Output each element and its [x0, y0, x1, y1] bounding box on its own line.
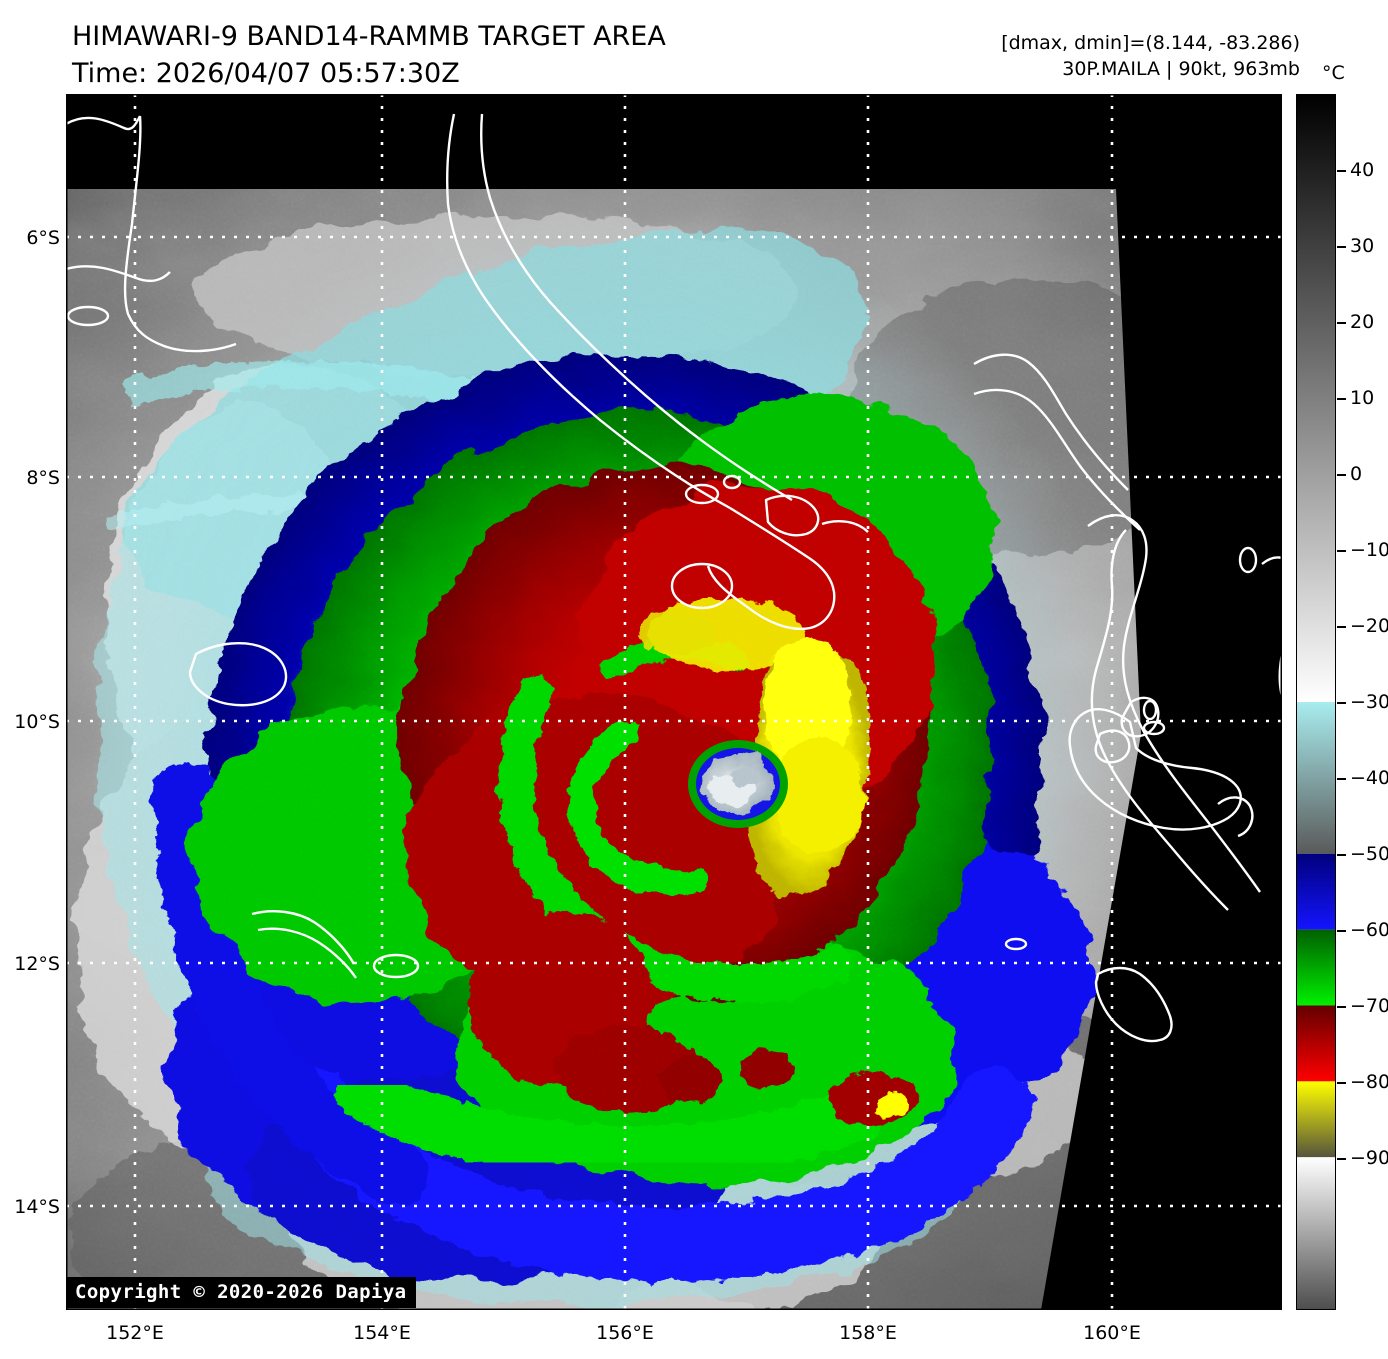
lon-label-0: 152°E	[106, 1322, 164, 1344]
cbar-tick-0	[1337, 474, 1346, 476]
cbar-label-30: 30	[1350, 235, 1375, 257]
cbar-tick-10	[1337, 398, 1346, 400]
metadata-block: [dmax, dmin]=(8.144, -83.286) 30P.MAILA …	[1001, 30, 1300, 82]
cbar-tick-n20	[1337, 626, 1346, 628]
cbar-label-0: 0	[1350, 463, 1363, 485]
coastlines	[66, 113, 1282, 1043]
temperature-colorbar	[1296, 94, 1336, 1310]
imagery-swath	[66, 189, 1141, 1310]
satellite-image-panel	[66, 94, 1282, 1310]
colorbar-unit-label: °C	[1322, 62, 1345, 84]
cbar-tick-20	[1337, 322, 1346, 324]
cbar-label-n80: −80	[1350, 1071, 1388, 1093]
cbar-tick-n10	[1337, 550, 1346, 552]
lon-label-1: 154°E	[353, 1322, 411, 1344]
lat-label-2: 10°S	[14, 711, 60, 733]
cbar-tick-40	[1337, 170, 1346, 172]
cbar-label-20: 20	[1350, 311, 1375, 333]
cbar-tick-30	[1337, 246, 1346, 248]
cbar-tick-n70	[1337, 1006, 1346, 1008]
cbar-label-40: 40	[1350, 159, 1375, 181]
copyright-notice: Copyright © 2020-2026 Dapiya	[66, 1277, 416, 1308]
storm-info-label: 30P.MAILA | 90kt, 963mb	[1062, 58, 1300, 80]
lat-label-1: 8°S	[26, 467, 60, 489]
lon-label-3: 158°E	[839, 1322, 897, 1344]
cbar-tick-n50	[1337, 854, 1346, 856]
cbar-label-n60: −60	[1350, 919, 1388, 941]
cbar-tick-n30	[1337, 702, 1346, 704]
lat-label-3: 12°S	[14, 953, 60, 975]
dminmax-label: [dmax, dmin]=(8.144, -83.286)	[1001, 32, 1300, 54]
cbar-label-n70: −70	[1350, 995, 1388, 1017]
satellite-imagery	[66, 94, 1282, 1310]
cbar-label-n50: −50	[1350, 843, 1388, 865]
cbar-label-n30: −30	[1350, 691, 1388, 713]
map-border	[66, 94, 1282, 1310]
lon-label-4: 160°E	[1083, 1322, 1141, 1344]
cbar-label-10: 10	[1350, 387, 1375, 409]
cbar-label-n10: −10	[1350, 539, 1388, 561]
page-title: HIMAWARI-9 BAND14-RAMMB TARGET AREA	[72, 21, 666, 52]
cbar-label-n40: −40	[1350, 767, 1388, 789]
cbar-tick-n40	[1337, 778, 1346, 780]
cbar-label-n20: −20	[1350, 615, 1388, 637]
lat-label-4: 14°S	[14, 1196, 60, 1218]
cbar-tick-n90	[1337, 1158, 1346, 1160]
cbar-label-n90: −90	[1350, 1147, 1388, 1169]
cbar-tick-n60	[1337, 930, 1346, 932]
lon-label-2: 156°E	[596, 1322, 654, 1344]
title-block: HIMAWARI-9 BAND14-RAMMB TARGET AREA Time…	[72, 18, 666, 92]
timestamp-label: Time: 2026/04/07 05:57:30Z	[72, 58, 460, 89]
lat-label-0: 6°S	[26, 227, 60, 249]
cbar-tick-n80	[1337, 1082, 1346, 1084]
